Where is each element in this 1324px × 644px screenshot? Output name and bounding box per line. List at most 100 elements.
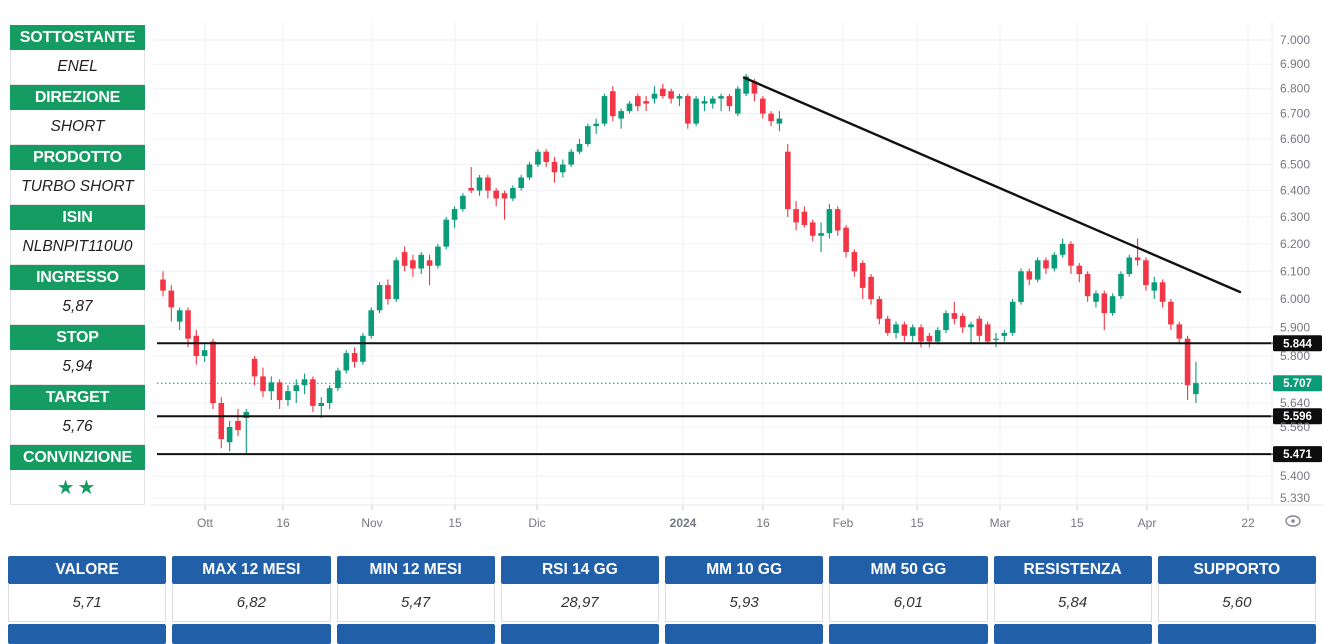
candle-up — [934, 330, 941, 342]
time-axis-label: 15 — [448, 516, 462, 530]
price-axis-label: 7.000 — [1280, 33, 1310, 47]
candle-down — [551, 161, 558, 173]
time-axis-label: 16 — [756, 516, 770, 530]
trendline-descending — [742, 76, 1242, 294]
price-axis-label: 6.400 — [1280, 184, 1310, 198]
candle-up — [710, 98, 716, 104]
info-label-isin: ISIN — [10, 205, 145, 230]
price-axis-label: 6.300 — [1280, 210, 1310, 224]
candle-up — [1109, 296, 1116, 314]
candle-up — [443, 219, 449, 247]
info-label-convinzione: CONVINZIONE — [10, 445, 145, 470]
candle-down — [501, 193, 508, 199]
table-next-row-cell — [993, 624, 1152, 644]
info-label-direzione: DIREZIONE — [10, 85, 145, 110]
candle-down — [884, 318, 891, 333]
candle-up — [526, 164, 533, 178]
table-next-row-cell — [336, 624, 495, 644]
eye-icon-pupil — [1291, 519, 1295, 523]
table-header-mm-10-gg: MM 10 GG — [665, 556, 824, 584]
candle-down — [851, 252, 858, 272]
conviction-stars: ★★ — [10, 470, 145, 505]
candle-up — [718, 96, 724, 99]
price-axis-label: 6.800 — [1280, 82, 1310, 96]
candle-down — [160, 279, 166, 291]
info-label-prodotto: PRODOTTO — [10, 145, 145, 170]
price-chart[interactable]: 5.844 5.596 5.471 5.707 7.000 6.900 6.800 6.700… — [0, 0, 1324, 545]
candle-down — [185, 310, 191, 339]
candle-down — [485, 177, 491, 191]
candle-down — [426, 260, 433, 266]
candle-up — [826, 209, 833, 234]
candle-down — [726, 96, 733, 107]
candle-up — [176, 310, 183, 322]
candle-down — [635, 96, 641, 107]
candle-down — [468, 188, 474, 191]
current-price-tag — [1273, 375, 1322, 392]
candle-up — [593, 123, 599, 127]
table-next-row-cell — [172, 624, 331, 644]
info-value-stop: 5,94 — [10, 350, 145, 385]
price-axis-label: 5.400 — [1280, 469, 1310, 483]
time-axis-label: Feb — [833, 516, 854, 530]
candle-up — [743, 76, 749, 94]
time-axis-label: 2024 — [670, 516, 697, 530]
table-value-supporto: 5,60 — [1157, 584, 1316, 622]
candle-down — [926, 335, 933, 342]
candle-up — [968, 324, 974, 328]
candle-down — [751, 81, 758, 94]
candle-up — [418, 254, 424, 269]
time-axis-label: Ott — [197, 516, 214, 530]
candle-down — [876, 299, 883, 319]
candle-up — [301, 379, 308, 386]
candle-up — [535, 151, 541, 165]
table-value-min-12-mesi: 5,47 — [336, 584, 495, 622]
candle-up — [1034, 260, 1041, 280]
price-level-tag-label: 5.596 — [1283, 411, 1312, 423]
candle-down — [351, 353, 358, 362]
price-level-tag-label: 5.471 — [1283, 449, 1312, 461]
info-value-isin: NLBNPIT110U0 — [10, 230, 145, 265]
table-value-valore: 5,71 — [8, 584, 167, 622]
candle-down — [643, 101, 649, 104]
candle-up — [909, 327, 916, 336]
candle-up — [268, 382, 275, 392]
candle-down — [1168, 301, 1174, 325]
eye-icon[interactable] — [1285, 515, 1301, 527]
table-header-rsi-14-gg: RSI 14 GG — [500, 556, 659, 584]
candle-down — [984, 324, 991, 342]
candle-down — [660, 88, 666, 97]
candle-down — [760, 98, 766, 114]
candle-down — [859, 263, 866, 288]
candle-down — [543, 151, 549, 162]
info-value-ingresso: 5,87 — [10, 290, 145, 325]
price-axis-label: 6.200 — [1280, 237, 1310, 251]
candle-down — [193, 335, 200, 356]
candle-down — [251, 358, 258, 377]
table-header-valore: VALORE — [8, 556, 167, 584]
info-label-stop: STOP — [10, 325, 145, 350]
candle-down — [1084, 274, 1091, 297]
candle-up — [943, 313, 949, 331]
candle-down — [1076, 265, 1083, 275]
candle-up — [776, 118, 783, 124]
table-value-rsi-14-gg: 28,97 — [500, 584, 659, 622]
candle-down — [1068, 243, 1074, 266]
info-value-direzione: SHORT — [10, 110, 145, 145]
stats-table-value-row: 5,71 6,82 5,47 28,97 5,93 6,01 5,84 5,60 — [8, 584, 1316, 622]
candle-down — [1184, 338, 1191, 386]
time-axis-label: Mar — [990, 516, 1011, 530]
price-level-tag-label: 5.844 — [1283, 338, 1312, 350]
candle-up — [343, 353, 350, 371]
table-header-resistenza: RESISTENZA — [993, 556, 1152, 584]
candlestick-chart-canvas[interactable]: 5.844 5.596 5.471 5.707 7.000 6.900 6.800 6.700… — [0, 0, 1324, 545]
table-next-row-cell — [500, 624, 659, 644]
candle-up — [518, 177, 524, 188]
table-next-row-cell — [1157, 624, 1316, 644]
time-axis-label: 22 — [1241, 516, 1255, 530]
table-next-row-cell — [829, 624, 988, 644]
price-axis-label: 6.600 — [1280, 132, 1310, 146]
candle-up — [510, 188, 516, 199]
candle-down — [959, 315, 966, 328]
price-axis-label: 5.900 — [1280, 320, 1310, 334]
